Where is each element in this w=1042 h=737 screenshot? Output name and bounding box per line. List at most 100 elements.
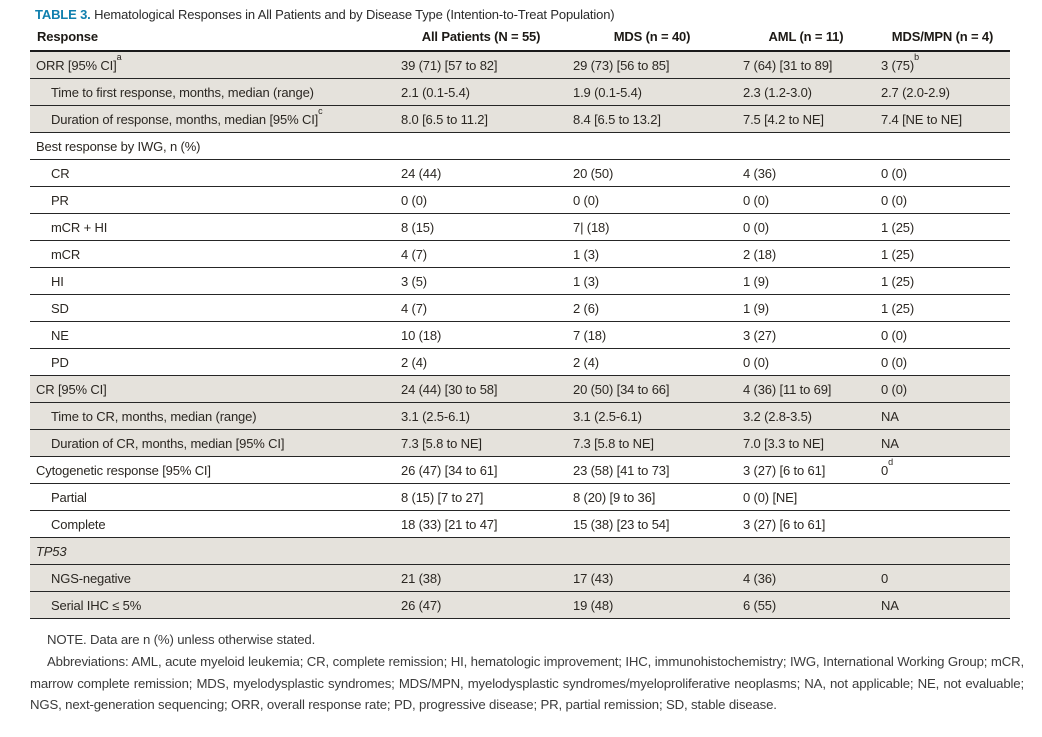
table-cell: 1 (25) [875, 267, 1010, 295]
table-cell: 24 (44) [395, 159, 567, 187]
row-label: Serial IHC ≤ 5% [30, 591, 395, 619]
table-row: PR 0 (0) 0 (0) 0 (0) 0 (0) [30, 186, 1010, 214]
table-title: Hematological Responses in All Patients … [94, 7, 615, 22]
table-cell: 0 (0) [875, 348, 1010, 376]
table-cell: NA [875, 591, 1010, 619]
table-row: Serial IHC ≤ 5% 26 (47) 19 (48) 6 (55) NA [30, 591, 1010, 619]
table-row: Best response by IWG, n (%) [30, 132, 1010, 160]
table-cell: 8 (20) [9 to 36] [567, 483, 737, 511]
table-cell: 1 (25) [875, 213, 1010, 241]
table-cell [737, 132, 875, 160]
table-cell: 18 (33) [21 to 47] [395, 510, 567, 538]
table-row: mCR 4 (7) 1 (3) 2 (18) 1 (25) [30, 240, 1010, 268]
table-cell: 7.5 [4.2 to NE] [737, 105, 875, 133]
table-row: Duration of CR, months, median [95% CI] 7… [30, 429, 1010, 457]
table-cell: NA [875, 402, 1010, 430]
table-row: Cytogenetic response [95% CI] 26 (47) [34… [30, 456, 1010, 484]
table-cell [875, 483, 1010, 511]
table-cell: 0 (0) [737, 213, 875, 241]
row-label: CR [30, 159, 395, 187]
table-row: Time to CR, months, median (range) 3.1 (2… [30, 402, 1010, 430]
table-cell: 8 (15) [395, 213, 567, 241]
table-cell: 17 (43) [567, 564, 737, 592]
table-cell: 1 (3) [567, 240, 737, 268]
column-header-1: All Patients (N = 55) [395, 27, 567, 52]
table-cell: 8.0 [6.5 to 11.2] [395, 105, 567, 133]
table-cell: 8 (15) [7 to 27] [395, 483, 567, 511]
table-cell: 4 (36) [737, 564, 875, 592]
table-cell: 7.3 [5.8 to NE] [395, 429, 567, 457]
table-row: Partial 8 (15) [7 to 27] 8 (20) [9 to 36] 0… [30, 483, 1010, 511]
row-label: SD [30, 294, 395, 322]
table-cell: 2 (18) [737, 240, 875, 268]
table-cell: 0 (0) [737, 348, 875, 376]
table-cell: 7 (18) [567, 321, 737, 349]
table-cell: 3.1 (2.5-6.1) [395, 402, 567, 430]
row-label: Time to CR, months, median (range) [30, 402, 395, 430]
table-cell: NA [875, 429, 1010, 457]
row-label: PD [30, 348, 395, 376]
table-cell: 3 (75)b [875, 51, 1010, 79]
row-label: Best response by IWG, n (%) [30, 132, 395, 160]
table-cell: 19 (48) [567, 591, 737, 619]
table-cell [567, 537, 737, 565]
row-label: CR [95% CI] [30, 375, 395, 403]
row-label: ORR [95% CI]a [30, 51, 395, 79]
table-cell: 26 (47) [395, 591, 567, 619]
table-cell [875, 132, 1010, 160]
column-header-2: MDS (n = 40) [567, 27, 737, 52]
table-cell: 20 (50) [34 to 66] [567, 375, 737, 403]
table-cell [875, 510, 1010, 538]
table-cell: 2.7 (2.0-2.9) [875, 78, 1010, 106]
table-cell: 3 (27) [6 to 61] [737, 456, 875, 484]
row-label: Duration of CR, months, median [95% CI] [30, 429, 395, 457]
table-row: Duration of response, months, median [95… [30, 105, 1010, 133]
note-line: NOTE. Data are n (%) unless otherwise st… [47, 632, 316, 647]
table-caption: TABLE 3. Hematological Responses in All … [35, 7, 615, 22]
table-cell: 29 (73) [56 to 85] [567, 51, 737, 79]
table-row: SD 4 (7) 2 (6) 1 (9) 1 (25) [30, 294, 1010, 322]
column-header-0: Response [30, 27, 395, 52]
table-cell: 4 (36) [737, 159, 875, 187]
table-body: ORR [95% CI]a 39 (71) [57 to 82] 29 (73) [… [30, 51, 1010, 619]
table-cell [395, 537, 567, 565]
table-row: ORR [95% CI]a 39 (71) [57 to 82] 29 (73) [… [30, 51, 1010, 79]
table-cell: 3.1 (2.5-6.1) [567, 402, 737, 430]
table-row: PD 2 (4) 2 (4) 0 (0) 0 (0) [30, 348, 1010, 376]
table-cell: 2 (4) [567, 348, 737, 376]
table-cell: 7 (64) [31 to 89] [737, 51, 875, 79]
table-row: HI 3 (5) 1 (3) 1 (9) 1 (25) [30, 267, 1010, 295]
row-label: Duration of response, months, median [95… [30, 105, 395, 133]
table-cell: 0 (0) [737, 186, 875, 214]
table-cell [395, 132, 567, 160]
row-label: HI [30, 267, 395, 295]
table-cell: 7.0 [3.3 to NE] [737, 429, 875, 457]
row-label: Complete [30, 510, 395, 538]
row-label: mCR [30, 240, 395, 268]
table-cell: 0 (0) [875, 375, 1010, 403]
table-cell: 23 (58) [41 to 73] [567, 456, 737, 484]
table-cell: 3 (5) [395, 267, 567, 295]
table-cell [875, 537, 1010, 565]
row-label: Time to first response, months, median (… [30, 78, 395, 106]
table-cell: 3 (27) [6 to 61] [737, 510, 875, 538]
table-cell: 3 (27) [737, 321, 875, 349]
table-cell: 10 (18) [395, 321, 567, 349]
table-cell: 1 (9) [737, 294, 875, 322]
table-header-row: Response All Patients (N = 55) MDS (n = 40… [30, 27, 1010, 52]
table-cell: 2.1 (0.1-5.4) [395, 78, 567, 106]
table-number-label: TABLE 3. [35, 7, 91, 22]
table-cell: 0 [875, 564, 1010, 592]
table-cell: 4 (36) [11 to 69] [737, 375, 875, 403]
table-cell: 1 (25) [875, 240, 1010, 268]
table-cell: 4 (7) [395, 240, 567, 268]
table-cell: 2.3 (1.2-3.0) [737, 78, 875, 106]
table-cell: 7| (18) [567, 213, 737, 241]
table-cell: 24 (44) [30 to 58] [395, 375, 567, 403]
row-label: Cytogenetic response [95% CI] [30, 456, 395, 484]
row-label: TP53 [30, 537, 395, 565]
table-cell: 0 (0) [875, 321, 1010, 349]
table-cell: 0 (0) [567, 186, 737, 214]
table-row: TP53 [30, 537, 1010, 565]
